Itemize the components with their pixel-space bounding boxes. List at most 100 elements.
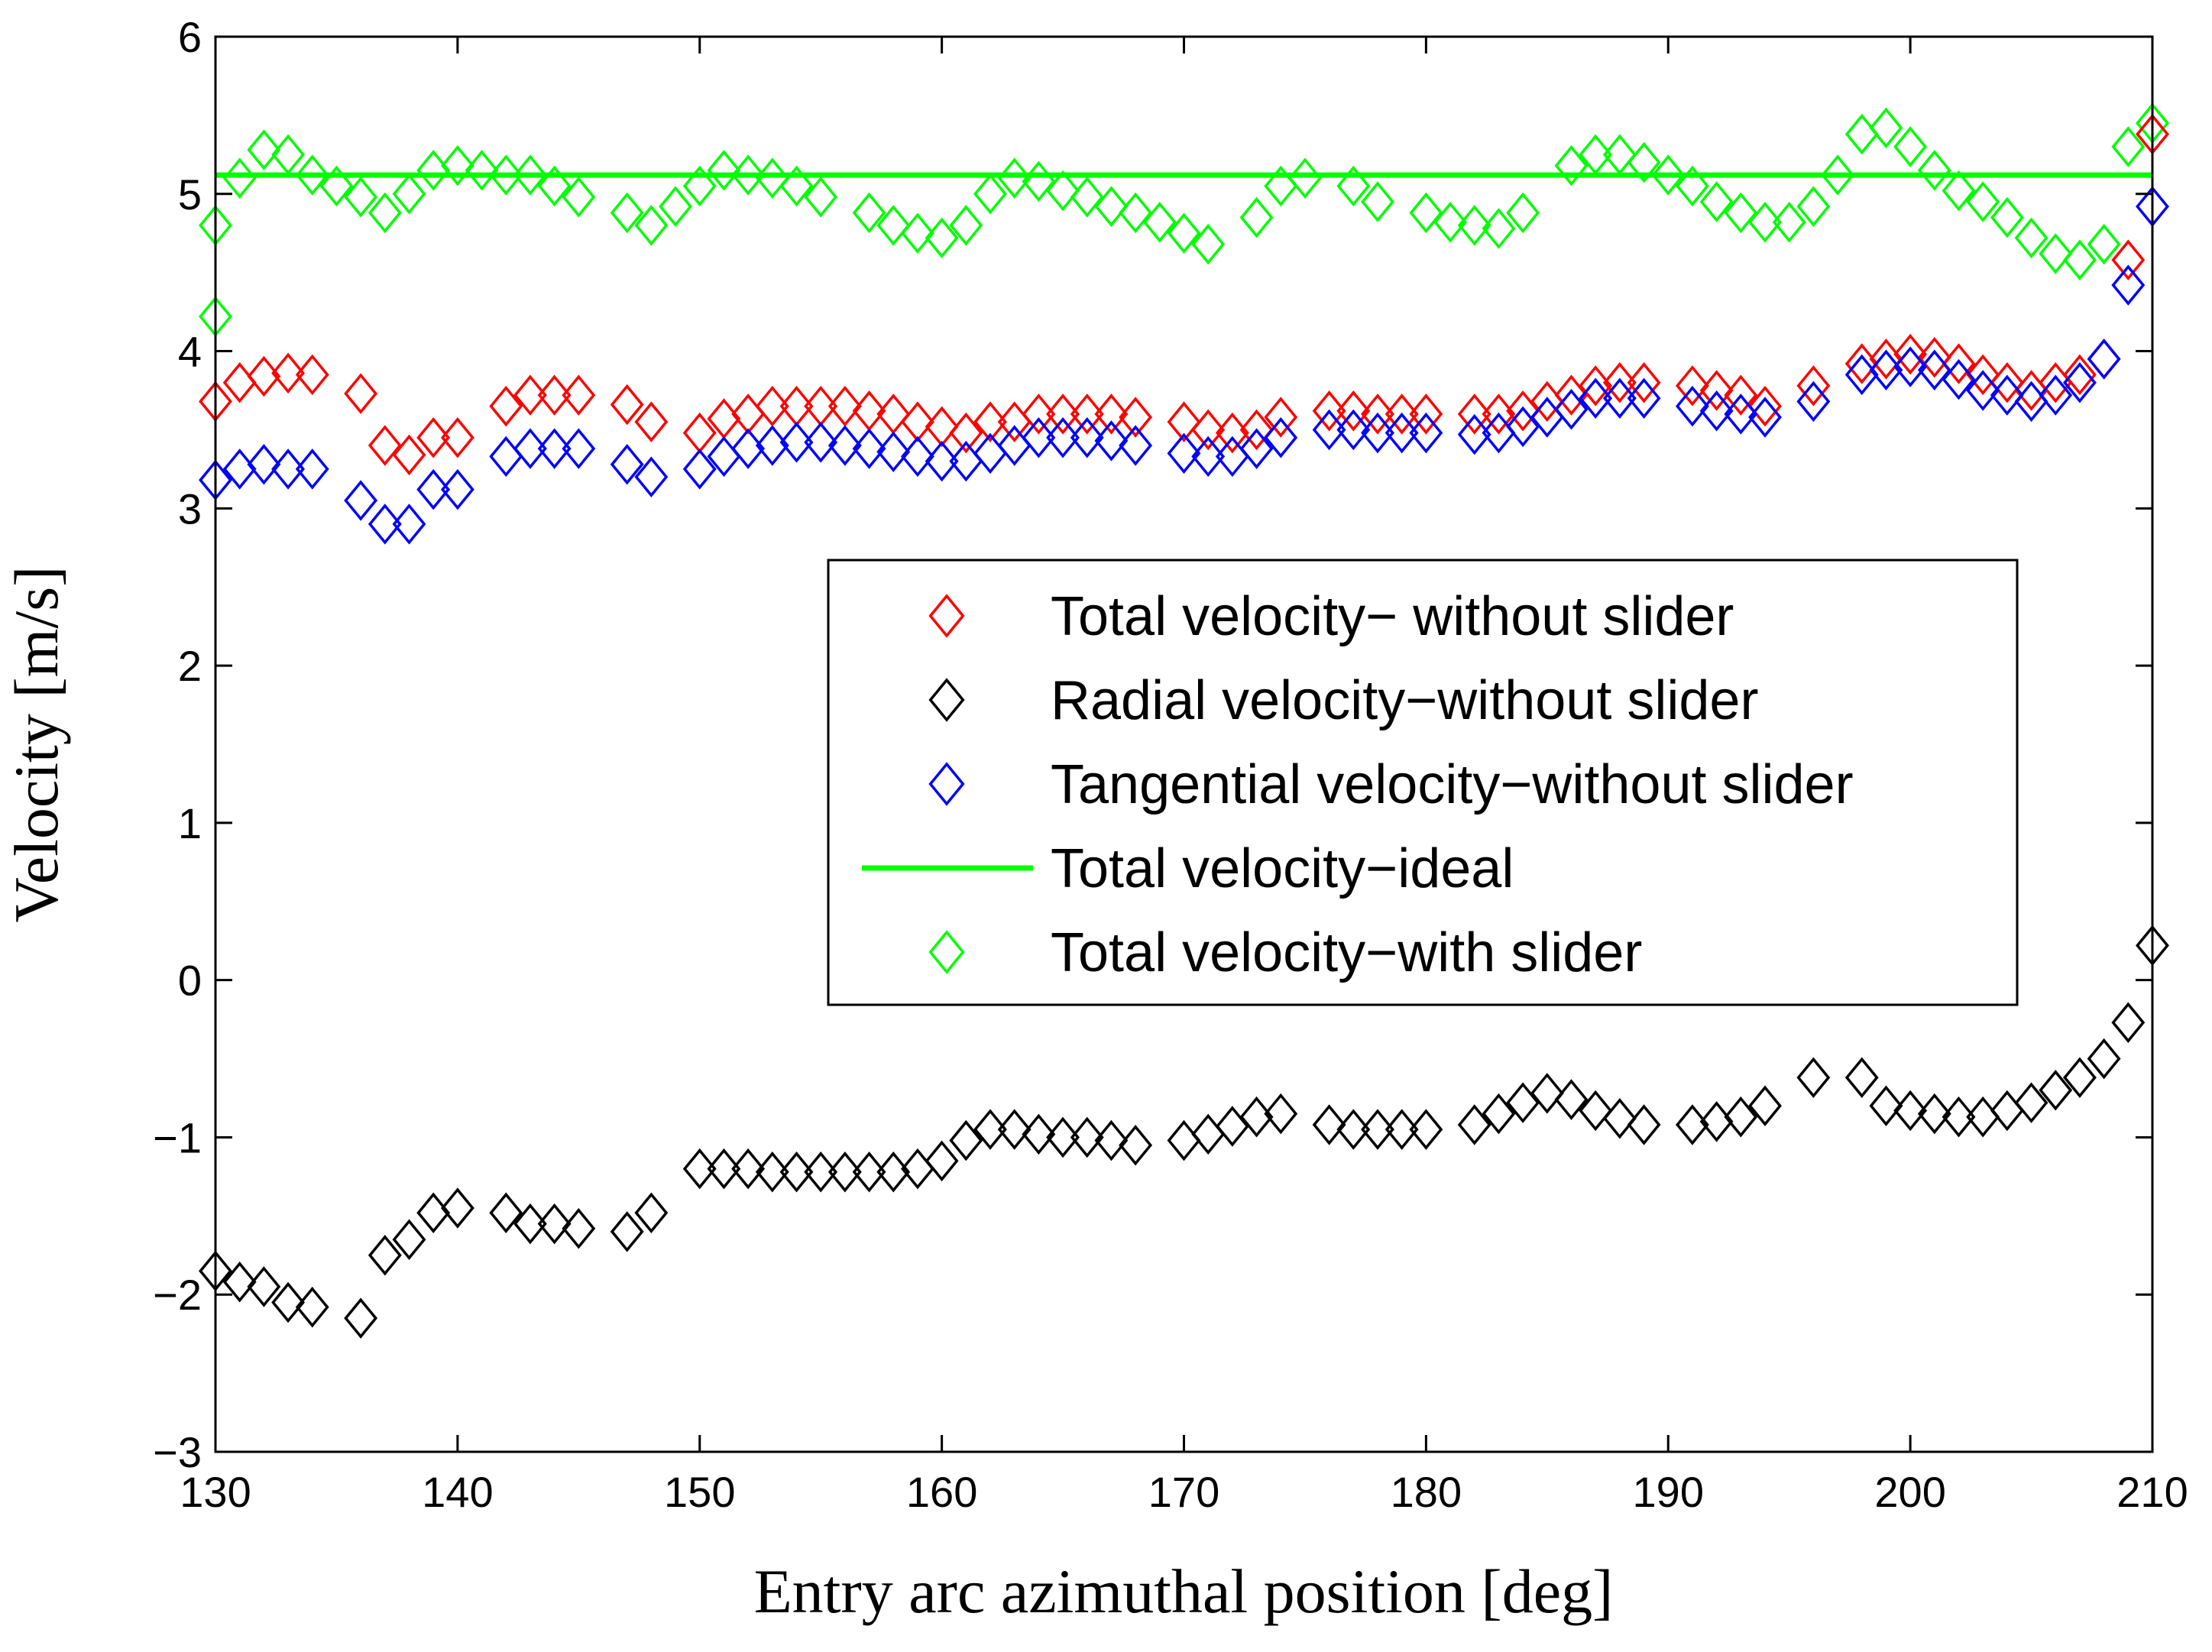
data-point xyxy=(1239,409,1274,451)
x-tick-label: 170 xyxy=(1148,1468,1219,1516)
data-point xyxy=(755,157,789,199)
data-point xyxy=(659,186,693,227)
data-point xyxy=(1506,1082,1540,1123)
data-point xyxy=(2087,223,2121,265)
data-point xyxy=(1094,1119,1129,1161)
data-point xyxy=(1336,390,1371,432)
data-point xyxy=(1336,165,1371,207)
data-point xyxy=(1506,390,1540,432)
data-point xyxy=(949,205,983,246)
x-tick-label: 190 xyxy=(1633,1468,1704,1516)
data-point xyxy=(440,468,474,510)
data-point xyxy=(247,443,281,485)
data-point xyxy=(755,1151,789,1193)
data-point xyxy=(1336,1109,1371,1150)
data-point xyxy=(1724,374,1758,416)
x-tick-label: 130 xyxy=(180,1468,251,1516)
y-tick-label: −3 xyxy=(153,1428,202,1476)
data-point xyxy=(440,144,474,186)
data-point xyxy=(513,374,547,416)
ticks-layer: 130 140 150 160 170 180 190 200 210 −3 −2 −1 0 1 2 3 4 5 6 xyxy=(153,13,2188,1516)
data-point xyxy=(1675,365,1709,407)
data-point xyxy=(1167,212,1201,254)
data-point xyxy=(1893,333,1928,375)
data-point xyxy=(1917,337,1951,378)
data-point xyxy=(537,374,572,416)
data-point xyxy=(1119,1124,1153,1166)
data-point xyxy=(1917,150,1951,191)
data-point xyxy=(1724,394,1758,435)
data-point xyxy=(489,154,523,196)
legend-entry-label: Radial velocity−without slider xyxy=(1051,670,1758,731)
data-point xyxy=(368,1235,402,1276)
data-point xyxy=(1796,1057,1831,1099)
data-point xyxy=(440,416,474,458)
data-point xyxy=(344,480,378,521)
data-point xyxy=(1361,1109,1394,1150)
data-point xyxy=(1844,1057,1879,1099)
data-point xyxy=(295,354,329,396)
data-point xyxy=(1554,388,1589,430)
data-point xyxy=(2087,338,2121,380)
x-tick-label: 180 xyxy=(1391,1468,1462,1516)
data-point xyxy=(416,416,451,458)
data-point xyxy=(1942,343,1976,384)
data-point xyxy=(1046,170,1080,212)
y-tick-label: 2 xyxy=(178,642,202,690)
data-point xyxy=(247,129,281,170)
data-point xyxy=(1602,361,1637,403)
data-point xyxy=(852,192,886,234)
data-point xyxy=(1579,1090,1613,1132)
data-point xyxy=(562,1208,596,1249)
data-point xyxy=(1699,370,1734,411)
legend-swatch-diamond xyxy=(928,930,965,974)
legend-box xyxy=(827,559,2019,1006)
legend-entry-label: Total velocity− without slider xyxy=(1051,586,1734,647)
data-point xyxy=(610,192,644,234)
data-point xyxy=(2062,1057,2097,1099)
data-point xyxy=(1651,154,1686,196)
data-point xyxy=(1942,170,1976,212)
data-point xyxy=(1966,354,2000,396)
data-point xyxy=(1869,1085,1903,1127)
data-point xyxy=(2087,1038,2121,1080)
data-point xyxy=(610,384,644,426)
data-point xyxy=(2062,361,2097,403)
data-point xyxy=(997,157,1032,199)
data-point xyxy=(1409,394,1443,435)
legend-swatch-diamond xyxy=(928,678,965,722)
y-tick-label: 4 xyxy=(178,328,202,376)
x-tick-label: 140 xyxy=(422,1468,493,1516)
data-point xyxy=(634,205,669,246)
data-point xyxy=(973,401,1007,442)
data-point xyxy=(1264,1093,1298,1135)
data-point xyxy=(440,1187,474,1229)
x-axis-title: Entry arc azimuthal position [deg] xyxy=(754,1556,1614,1626)
data-point xyxy=(1191,436,1226,478)
data-point xyxy=(1675,165,1709,207)
data-point xyxy=(1264,397,1298,438)
data-point xyxy=(2039,233,2073,274)
data-point xyxy=(634,456,669,497)
data-point xyxy=(1457,205,1491,246)
data-point xyxy=(1530,1073,1564,1114)
data-point xyxy=(1506,406,1540,448)
data-point xyxy=(1191,223,1226,265)
data-point xyxy=(900,436,934,478)
data-point xyxy=(489,1192,523,1233)
data-point xyxy=(1482,1093,1516,1135)
data-point xyxy=(731,1148,766,1190)
data-point xyxy=(925,1140,959,1182)
data-point xyxy=(1917,349,1951,391)
data-point xyxy=(1724,192,1758,234)
data-point xyxy=(973,173,1007,215)
data-point xyxy=(271,352,306,394)
data-point xyxy=(1990,374,2024,416)
data-point xyxy=(392,1219,426,1260)
data-point xyxy=(949,1119,983,1161)
data-point xyxy=(1966,181,2000,222)
data-point xyxy=(1748,397,1782,438)
data-point xyxy=(2062,354,2097,396)
data-point xyxy=(465,150,499,191)
